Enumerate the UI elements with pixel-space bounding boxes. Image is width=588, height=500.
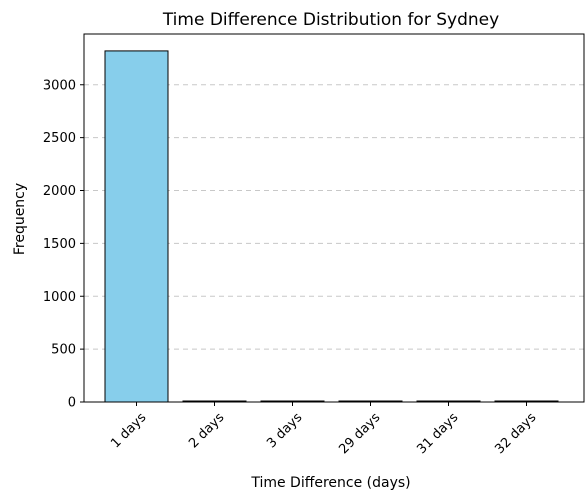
y-axis-label: Frequency	[12, 183, 28, 255]
y-tick-label-0: 0	[68, 396, 76, 411]
x-axis-ticks: 1 days 2 days 3 days 29 days 31 days 32 days	[108, 402, 539, 457]
x-tick-label-1-days: 1 days	[108, 410, 149, 451]
x-tick-label-3-days: 3 days	[264, 410, 305, 451]
x-tick-label-29-days: 29 days	[336, 410, 383, 457]
x-tick-label-31-days: 31 days	[414, 410, 461, 457]
x-tick-label-2-days: 2 days	[186, 410, 227, 451]
bar-1-days	[104, 50, 169, 403]
x-axis-label: Time Difference (days)	[250, 475, 410, 491]
y-tick-label-2000: 2000	[43, 184, 76, 199]
chart-title: Time Difference Distribution for Sydney	[162, 10, 499, 30]
x-tick-label-32-days: 32 days	[492, 410, 539, 457]
y-tick-label-1500: 1500	[43, 237, 76, 252]
plot-frame	[83, 33, 585, 403]
y-tick-label-1000: 1000	[43, 290, 76, 305]
y-tick-label-500: 500	[51, 343, 76, 358]
y-tick-label-2500: 2500	[43, 131, 76, 146]
y-tick-label-3000: 3000	[43, 78, 76, 93]
y-axis-ticks: 0 500 1000 1500 2000 2500 3000	[43, 78, 84, 411]
